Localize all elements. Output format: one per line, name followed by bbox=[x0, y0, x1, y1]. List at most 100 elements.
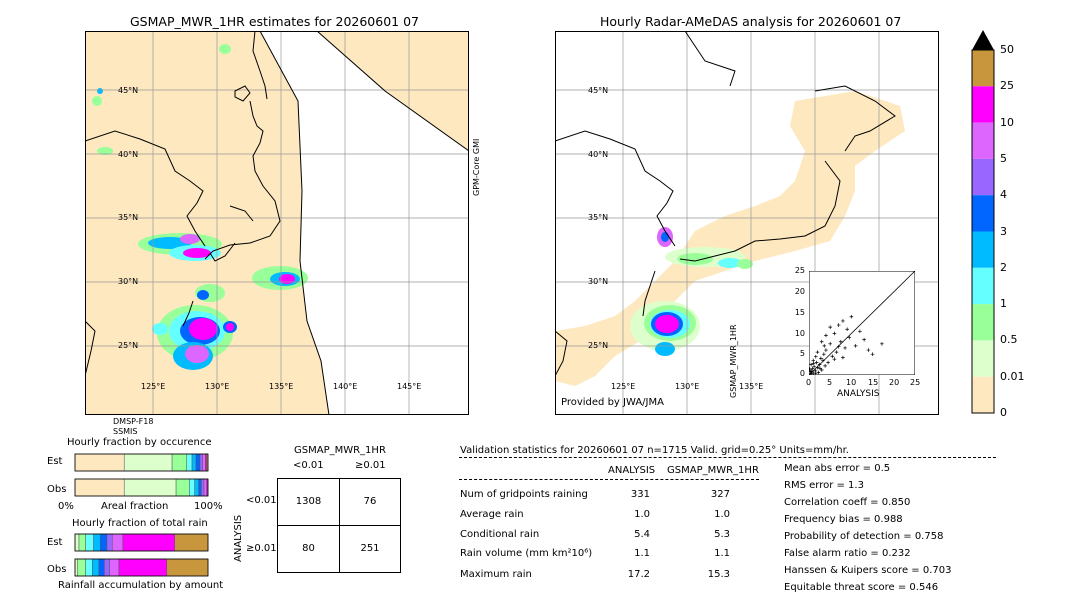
scatter-point bbox=[809, 362, 813, 367]
validation-row-label-4: Maximum rain bbox=[460, 569, 532, 580]
scatter-point bbox=[845, 327, 849, 332]
validation-row-label-0: Num of gridpoints raining bbox=[460, 489, 588, 500]
fraction-rain-chart bbox=[74, 533, 209, 577]
fraction-occurrence-title: Hourly fraction by occurence bbox=[67, 437, 212, 448]
colorbar-tick-label: 5 bbox=[1000, 151, 1007, 165]
scatter-point bbox=[819, 356, 823, 361]
validation-row-analysis-3: 1.1 bbox=[634, 548, 650, 559]
fraction-bar-frame bbox=[74, 558, 209, 577]
scatter-xtick-20: 20 bbox=[889, 378, 900, 387]
scatter-point bbox=[841, 355, 845, 360]
validation-row-gsmap-3: 1.1 bbox=[714, 548, 730, 559]
scatter-point bbox=[839, 339, 843, 344]
validation-row-gsmap-4: 15.3 bbox=[707, 569, 730, 580]
scatter-point bbox=[836, 323, 841, 327]
scatter-point bbox=[866, 348, 871, 352]
fraction-bar-segment bbox=[122, 533, 175, 552]
colorbar-band bbox=[972, 122, 994, 159]
colorbar-tick-label: 0.01 bbox=[1000, 369, 1025, 383]
sensor-label-1: DMSP-F18 bbox=[113, 417, 154, 426]
scatter-point bbox=[816, 370, 821, 375]
validation-divider bbox=[459, 457, 996, 458]
scatter-xtick-5: 5 bbox=[827, 378, 833, 387]
scatter-point bbox=[814, 360, 819, 365]
left-lon-label-125: 125°E bbox=[141, 382, 166, 391]
scatter-point bbox=[822, 352, 826, 356]
scatter-point bbox=[815, 365, 820, 370]
fraction-bar-segment bbox=[78, 533, 86, 552]
left-lat-label-45: 45°N bbox=[118, 86, 139, 95]
left-map-title: GSMAP_MWR_1HR estimates for 20260601 07 bbox=[130, 14, 419, 29]
scatter-point bbox=[832, 357, 837, 361]
fraction-occurrence-chart bbox=[74, 453, 209, 497]
fraction-occurrence-row-est: Est bbox=[47, 456, 63, 467]
colorbar-band bbox=[972, 231, 994, 268]
validation-row-analysis-4: 17.2 bbox=[627, 569, 650, 580]
colorbar-band bbox=[972, 158, 994, 196]
colorbar-band bbox=[972, 376, 994, 413]
validation-header: Validation statistics for 20260601 07 n=… bbox=[460, 445, 849, 456]
fraction-bar-segment bbox=[104, 558, 110, 577]
scatter-point bbox=[870, 352, 875, 356]
contingency-cell-0-0: 1308 bbox=[295, 496, 322, 507]
right-rain-blobs bbox=[575, 227, 753, 361]
fraction-rain-axis-label: Rainfall accumulation by amount bbox=[58, 580, 224, 591]
scatter-point bbox=[809, 367, 812, 371]
right-lon-label-135: 135°E bbox=[739, 382, 764, 391]
right-lat-label-30: 30°N bbox=[588, 277, 609, 286]
colorbar-tick-label: 1 bbox=[1000, 297, 1007, 311]
scatter-point bbox=[843, 346, 847, 350]
scatter-point bbox=[826, 360, 830, 365]
right-lat-label-45: 45°N bbox=[588, 86, 609, 95]
contingency-cell-1-0: 80 bbox=[302, 543, 315, 554]
contingency-row-axis: ANALYSIS bbox=[233, 514, 244, 562]
fraction-occurrence-axis-right: 100% bbox=[194, 501, 223, 512]
validation-row-label-3: Rain volume (mm km²10⁶) bbox=[460, 548, 593, 559]
fraction-bar-segment bbox=[92, 558, 100, 577]
scatter-point bbox=[832, 331, 837, 336]
contingency-row-header-1: ≥0.01 bbox=[246, 543, 277, 554]
fraction-bar-segment bbox=[194, 478, 199, 497]
scatter-ytick-5: 5 bbox=[799, 349, 805, 358]
fraction-bar-segment bbox=[77, 558, 86, 577]
colorbar-band bbox=[972, 86, 994, 123]
colorbar-tick-label: 3 bbox=[1000, 224, 1007, 238]
right-map-title: Hourly Radar-AMeDAS analysis for 2026060… bbox=[600, 14, 902, 29]
right-lon-label-125: 125°E bbox=[611, 382, 636, 391]
scatter-point bbox=[847, 335, 852, 340]
scatter-point bbox=[834, 350, 839, 354]
scatter-xtick-15: 15 bbox=[868, 378, 879, 387]
validation-row-label-2: Conditional rain bbox=[460, 529, 540, 540]
scatter-xtick-25: 25 bbox=[910, 378, 921, 387]
left-lat-label-25: 25°N bbox=[118, 341, 139, 350]
scatter-point bbox=[813, 354, 818, 359]
scatter-point bbox=[821, 358, 825, 363]
validation-row-gsmap-2: 5.3 bbox=[714, 529, 730, 540]
fraction-bar-segment bbox=[191, 453, 197, 472]
validation-row-analysis-0: 331 bbox=[630, 489, 650, 500]
scatter-plot bbox=[809, 271, 915, 375]
fraction-rain-row-obs: Obs bbox=[47, 564, 67, 575]
colorbar-tick-label: 25 bbox=[1000, 79, 1014, 93]
validation-row-analysis-2: 5.4 bbox=[634, 529, 650, 540]
fraction-bar-segment bbox=[171, 453, 187, 472]
scatter-ytick-10: 10 bbox=[794, 329, 805, 338]
score-pod: Probability of detection = 0.758 bbox=[784, 531, 944, 542]
scatter-point bbox=[824, 333, 828, 338]
left-lon-label-130: 130°E bbox=[205, 382, 230, 391]
scatter-xtick-0: 0 bbox=[806, 378, 812, 387]
validation-col-gsmap: GSMAP_MWR_1HR bbox=[667, 465, 759, 476]
contingency-col-header-0: <0.01 bbox=[293, 460, 324, 471]
fraction-bar-frame bbox=[74, 453, 209, 472]
colorbar bbox=[971, 30, 995, 414]
fraction-bar-segment bbox=[198, 478, 202, 497]
left-lon-label-140: 140°E bbox=[333, 382, 358, 391]
score-correlation: Correlation coeff = 0.850 bbox=[784, 497, 911, 508]
score-mean-abs-error: Mean abs error = 0.5 bbox=[784, 463, 891, 474]
scatter-point bbox=[830, 354, 835, 359]
contingency-cell-1-1: 251 bbox=[360, 543, 380, 554]
scatter-point bbox=[811, 361, 816, 366]
validation-row-gsmap-0: 327 bbox=[710, 489, 730, 500]
scatter-ylabel: GSMAP_MWR_1HR bbox=[729, 324, 738, 398]
scatter-xtick-10: 10 bbox=[846, 378, 857, 387]
